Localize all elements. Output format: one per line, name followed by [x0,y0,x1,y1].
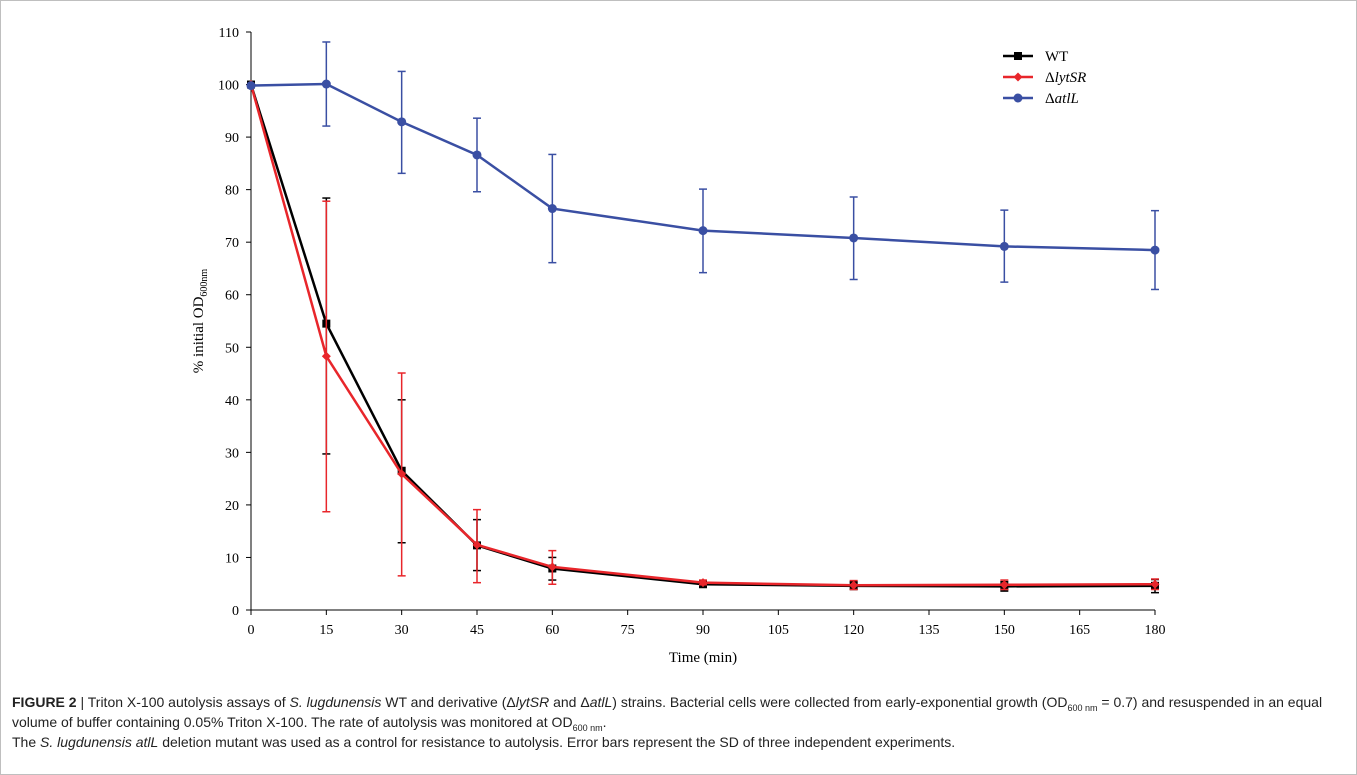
data-point [321,79,331,89]
legend-marker [1013,93,1023,103]
series-1 [246,80,1160,591]
data-point [321,351,331,361]
x-tick-label: 120 [843,623,864,638]
caption-subscript: 600 nm [572,722,603,733]
x-tick-label: 30 [395,623,409,638]
y-tick-label: 60 [225,289,239,304]
caption-subscript: 600 nm [1067,702,1098,713]
data-point [1150,245,1160,255]
y-tick-label: 90 [225,131,239,146]
series-layer [246,41,1160,594]
x-tick-label: 60 [545,623,559,638]
x-tick-label: 90 [696,623,710,638]
caption-gene: atlL [589,694,613,710]
y-tick-label: 10 [225,551,239,566]
y-axis-title-main: % initial OD [191,296,207,373]
x-tick-label: 0 [248,623,255,638]
data-point [547,204,557,214]
data-point [397,469,407,479]
legend-label: WT [1045,49,1068,65]
caption-text: deletion mutant was used as a control fo… [158,734,956,750]
caption-text: The [12,734,41,750]
legend-marker [1013,72,1023,82]
legend-item: ΔatlL [1003,91,1079,107]
x-tick-label: 150 [994,623,1015,638]
legend-item: ΔlytSR [1003,70,1086,86]
figure-label: FIGURE 2 [12,694,77,710]
x-tick-label: 135 [919,623,940,638]
y-tick-label: 0 [232,604,239,619]
series-line [249,84,1156,588]
legend-label-prefix: Δ [1045,70,1055,86]
caption-separator: | [76,694,88,710]
caption-paragraph: FIGURE 2 | Triton X-100 autolysis assays… [12,692,1347,752]
caption-text: and Δ [549,694,590,710]
data-point [1150,579,1160,589]
legend-label: ΔatlL [1045,91,1079,107]
y-axis-title: % initial OD600nm [191,269,210,374]
data-point [849,580,859,590]
caption-text: WT and derivative (Δ [381,694,516,710]
y-tick-label: 100 [218,79,239,94]
y-tick-label: 110 [219,26,239,41]
caption-species: S. lugdunensis [289,694,382,710]
y-tick-label: 70 [225,236,239,251]
y-tick-label: 30 [225,446,239,461]
caption-species: S. lugdunensis atlL [40,734,159,750]
data-point [698,226,708,236]
y-axis-title-sub: 600nm [199,269,210,297]
data-point [999,241,1009,251]
caption-text: Triton X-100 autolysis assays of [87,694,290,710]
data-point [698,578,708,588]
data-point [999,580,1009,590]
figure-caption: FIGURE 2 | Triton X-100 autolysis assays… [12,692,1347,752]
chart: 0 10 20 30 40 50 60 70 80 90 100 110 0 15 30 45 60 75 90 10… [191,26,1166,666]
data-point [246,81,256,91]
x-axis-title: Time (min) [669,650,737,666]
legend-marker [1014,52,1022,60]
x-tick-label: 105 [768,623,789,638]
data-point [397,117,407,127]
caption-text: ) strains. Bacterial cells were collecte… [612,694,1068,710]
x-tick-label: 15 [319,623,333,638]
legend-label-prefix: Δ [1045,91,1055,107]
caption-gene: lytSR [515,694,550,710]
x-tick-label: 180 [1145,623,1166,638]
data-point [547,562,557,572]
legend-item: WT [1003,49,1068,65]
data-point [472,540,482,550]
legend-label: ΔlytSR [1045,70,1086,86]
axes: 0 10 20 30 40 50 60 70 80 90 100 110 0 15 30 45 60 75 90 10… [191,26,1166,666]
data-point [472,150,482,160]
x-tick-label: 45 [470,623,484,638]
caption-text: . [602,714,607,730]
y-tick-label: 80 [225,184,239,199]
y-tick-label: 40 [225,394,239,409]
legend-label-italic: atlL [1055,91,1079,107]
y-tick-label: 50 [225,341,239,356]
series-2 [246,41,1160,291]
x-tick-label: 165 [1069,623,1090,638]
data-point [849,233,859,243]
legend-label-italic: lytSR [1055,70,1087,86]
series-0 [247,80,1159,594]
series-line [249,84,1156,587]
x-tick-label: 75 [621,623,635,638]
caption-text: = 0.7) and resuspended in an equal volum… [12,694,1323,730]
y-tick-label: 20 [225,499,239,514]
